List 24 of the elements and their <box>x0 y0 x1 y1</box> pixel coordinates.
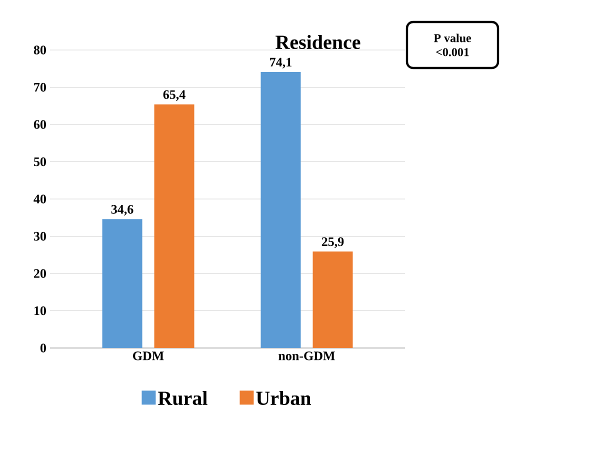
text: <0.001 <box>436 48 469 56</box>
bar <box>102 219 142 348</box>
text: P value <box>434 34 472 42</box>
y-tick-label: 10 <box>34 306 46 316</box>
data-label: 34,6 <box>111 204 134 216</box>
y-tick-label: 60 <box>34 120 46 129</box>
y-tick-label: 80 <box>34 46 46 54</box>
data-label: 25,9 <box>322 237 344 248</box>
x-tick-label: GDM <box>133 352 164 360</box>
y-tick-label: 0 <box>40 344 46 352</box>
y-tick-label: 50 <box>34 157 46 166</box>
x-tick-label: non-GDM <box>278 352 335 360</box>
legend-label: Rural <box>158 390 208 406</box>
y-tick-label: 40 <box>34 194 46 204</box>
chart-title: Residence <box>276 34 360 50</box>
bar <box>154 104 194 348</box>
bar <box>260 72 301 348</box>
data-label: 74,1 <box>270 58 292 68</box>
y-tick-label: 30 <box>34 232 46 241</box>
data-label: 65,4 <box>163 90 186 101</box>
legend-label: Urban <box>256 390 311 406</box>
y-tick-label: 20 <box>34 269 46 278</box>
y-tick-label: 70 <box>34 82 46 92</box>
bar <box>312 252 353 348</box>
